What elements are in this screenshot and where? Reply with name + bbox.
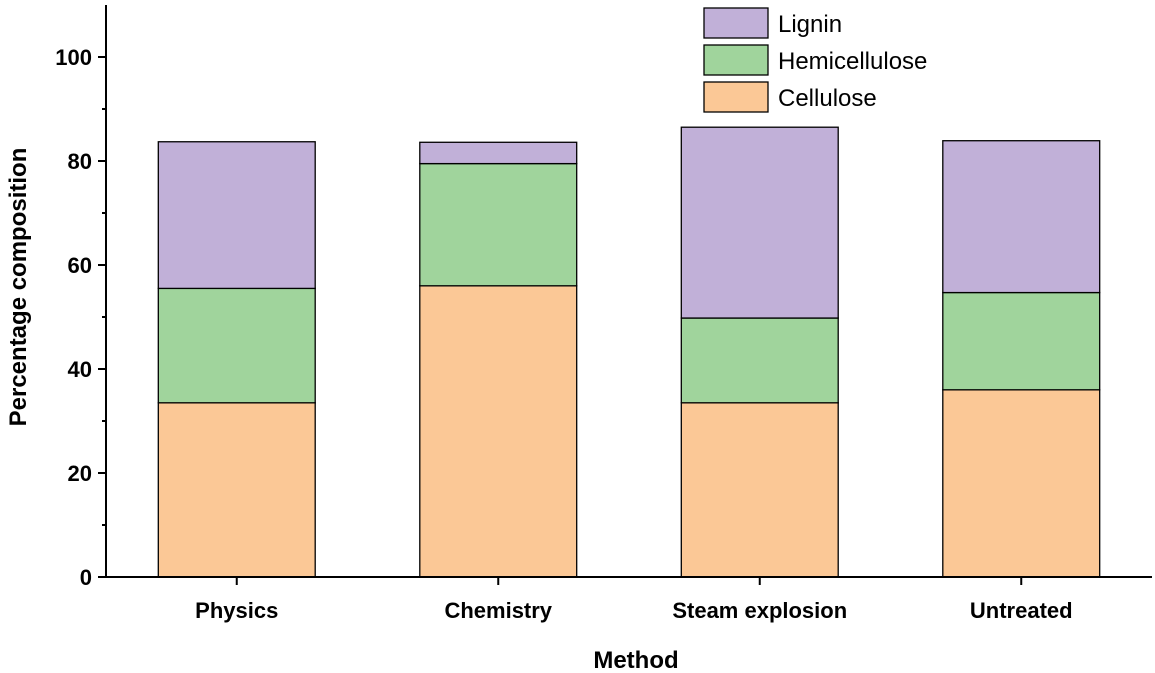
x-tick-label-physics: Physics: [195, 598, 278, 623]
x-axis-title: Method: [593, 647, 678, 673]
bar-untreated-lignin: [942, 140, 1101, 294]
y-tick-label: 0: [80, 565, 92, 590]
bar-chemistry-lignin: [419, 141, 578, 165]
bar-untreated-hemicellulose: [942, 291, 1101, 391]
legend-label-cellulose: Cellulose: [778, 85, 877, 112]
legend-label-lignin: Lignin: [778, 11, 842, 38]
bar-chemistry-cellulose: [419, 285, 578, 578]
bar-steam-explosion-hemicellulose: [680, 317, 839, 404]
y-axis-title: Percentage composition: [5, 148, 32, 427]
y-tick-label: 60: [68, 253, 92, 278]
legend-swatch-cellulose: [703, 81, 769, 113]
y-tick-label: 20: [68, 461, 92, 486]
x-tick-label-steam-explosion: Steam explosion: [672, 598, 847, 623]
y-tick-label: 80: [68, 149, 92, 174]
bars-layer: [157, 126, 1101, 578]
y-ticks: 0 20 40 60 80 100: [55, 45, 106, 590]
legend: Lignin Hemicellulose Cellulose: [703, 7, 927, 113]
y-tick-label: 100: [55, 45, 92, 70]
bar-steam-explosion-cellulose: [680, 402, 839, 578]
axes-layer: [105, 5, 1152, 578]
legend-label-hemicellulose: Hemicellulose: [778, 48, 927, 75]
bar-physics-lignin: [157, 141, 316, 290]
legend-swatch-lignin: [703, 7, 769, 39]
bar-steam-explosion-lignin: [680, 126, 839, 319]
x-ticks: Physics Chemistry Steam explosion Untreated: [195, 577, 1073, 623]
x-tick-label-untreated: Untreated: [970, 598, 1073, 623]
legend-swatch-hemicellulose: [703, 44, 769, 76]
bar-chemistry-hemicellulose: [419, 162, 578, 287]
bar-physics-hemicellulose: [157, 287, 316, 404]
bar-untreated-cellulose: [942, 389, 1101, 578]
x-tick-label-chemistry: Chemistry: [444, 598, 552, 623]
y-tick-label: 40: [68, 357, 92, 382]
bar-physics-cellulose: [157, 402, 316, 578]
